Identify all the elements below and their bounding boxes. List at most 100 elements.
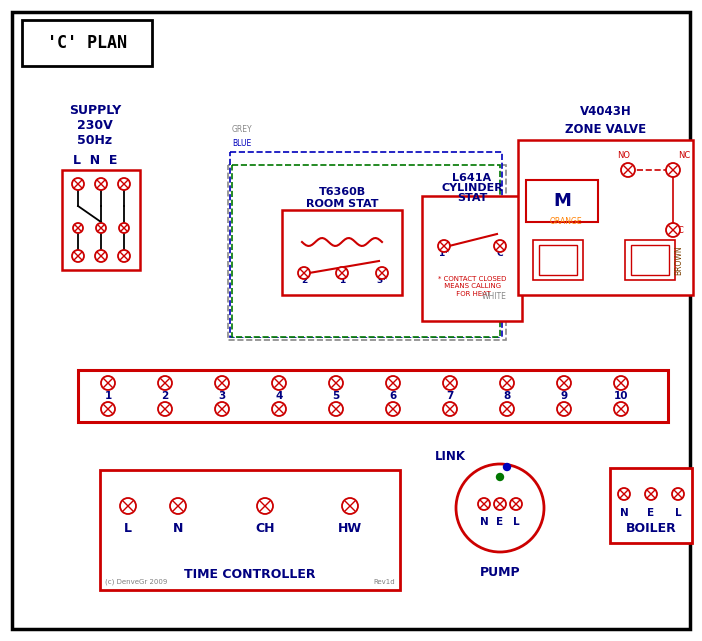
Bar <box>282 210 402 295</box>
Text: N: N <box>479 517 489 527</box>
Circle shape <box>478 498 490 510</box>
Circle shape <box>158 402 172 416</box>
Circle shape <box>500 402 514 416</box>
Bar <box>518 140 693 295</box>
Circle shape <box>666 163 680 177</box>
Circle shape <box>101 376 115 390</box>
Text: E: E <box>496 517 503 527</box>
Text: PUMP: PUMP <box>479 566 520 579</box>
Circle shape <box>443 402 457 416</box>
Circle shape <box>272 402 286 416</box>
Text: CH: CH <box>256 522 274 535</box>
Text: LINK: LINK <box>435 450 465 463</box>
Circle shape <box>257 498 273 514</box>
Text: SUPPLY: SUPPLY <box>69 103 121 117</box>
Circle shape <box>386 376 400 390</box>
Circle shape <box>645 488 657 500</box>
Text: V4043H
ZONE VALVE: V4043H ZONE VALVE <box>565 104 646 135</box>
Text: 'C' PLAN: 'C' PLAN <box>47 34 127 52</box>
Circle shape <box>215 402 229 416</box>
Text: 2: 2 <box>161 391 168 401</box>
Circle shape <box>95 250 107 262</box>
Bar <box>625 240 675 280</box>
Text: CYLINDER: CYLINDER <box>441 183 503 193</box>
Circle shape <box>101 402 115 416</box>
Text: L  N  E: L N E <box>73 153 117 167</box>
Circle shape <box>376 267 388 279</box>
Bar <box>228 165 506 340</box>
Text: BOILER: BOILER <box>625 522 676 535</box>
Text: NO: NO <box>618 151 630 160</box>
Text: STAT: STAT <box>457 193 487 203</box>
Text: 3: 3 <box>218 391 225 401</box>
Text: 4: 4 <box>275 391 283 401</box>
Text: C: C <box>678 226 684 235</box>
Circle shape <box>72 250 84 262</box>
Bar <box>100 470 400 590</box>
Circle shape <box>496 474 503 481</box>
Text: 1*: 1* <box>439 249 449 258</box>
Text: C: C <box>497 249 503 258</box>
Circle shape <box>73 223 83 233</box>
Text: 230V: 230V <box>77 119 113 131</box>
Text: 5: 5 <box>332 391 340 401</box>
Circle shape <box>614 402 628 416</box>
Bar <box>422 196 522 321</box>
Circle shape <box>503 463 510 470</box>
Text: E: E <box>647 508 654 518</box>
Text: NC: NC <box>678 151 690 160</box>
Text: WHITE: WHITE <box>482 292 507 301</box>
Circle shape <box>329 402 343 416</box>
Circle shape <box>158 376 172 390</box>
Text: 1: 1 <box>339 276 345 285</box>
Text: N: N <box>173 522 183 535</box>
Text: 1: 1 <box>105 391 112 401</box>
Text: ORANGE: ORANGE <box>550 217 583 226</box>
Circle shape <box>386 402 400 416</box>
Circle shape <box>272 376 286 390</box>
Text: BLUE: BLUE <box>232 139 251 148</box>
Circle shape <box>443 376 457 390</box>
Circle shape <box>500 376 514 390</box>
Circle shape <box>666 223 680 237</box>
Text: 8: 8 <box>503 391 510 401</box>
Circle shape <box>72 178 84 190</box>
Text: 2: 2 <box>301 276 307 285</box>
Bar <box>78 370 668 422</box>
Circle shape <box>119 223 129 233</box>
Text: 9: 9 <box>560 391 567 401</box>
Text: TIME CONTROLLER: TIME CONTROLLER <box>184 567 316 581</box>
Text: M: M <box>553 192 571 210</box>
Bar <box>631 245 669 275</box>
Bar <box>526 180 598 222</box>
Circle shape <box>494 240 506 252</box>
Text: 7: 7 <box>446 391 453 401</box>
Text: T6360B: T6360B <box>319 187 366 197</box>
Bar <box>22 20 152 66</box>
Text: ROOM STAT: ROOM STAT <box>306 199 378 209</box>
Text: N: N <box>620 508 628 518</box>
Circle shape <box>329 376 343 390</box>
Circle shape <box>456 464 544 552</box>
Bar <box>230 152 502 337</box>
Text: Rev1d: Rev1d <box>373 579 395 585</box>
Circle shape <box>298 267 310 279</box>
Bar <box>533 240 583 280</box>
Bar <box>610 468 692 543</box>
Circle shape <box>170 498 186 514</box>
Text: L: L <box>124 522 132 535</box>
Text: L641A: L641A <box>452 173 491 183</box>
Text: (c) DenveGr 2009: (c) DenveGr 2009 <box>105 578 167 585</box>
Circle shape <box>614 376 628 390</box>
Circle shape <box>342 498 358 514</box>
Circle shape <box>96 223 106 233</box>
Circle shape <box>672 488 684 500</box>
Circle shape <box>336 267 348 279</box>
Text: * CONTACT CLOSED
 MEANS CALLING
 FOR HEAT: * CONTACT CLOSED MEANS CALLING FOR HEAT <box>438 276 506 297</box>
Circle shape <box>118 178 130 190</box>
Circle shape <box>95 178 107 190</box>
Text: L: L <box>512 517 519 527</box>
Text: L: L <box>675 508 682 518</box>
Text: GREY: GREY <box>232 125 253 134</box>
Text: BROWN: BROWN <box>674 246 683 275</box>
